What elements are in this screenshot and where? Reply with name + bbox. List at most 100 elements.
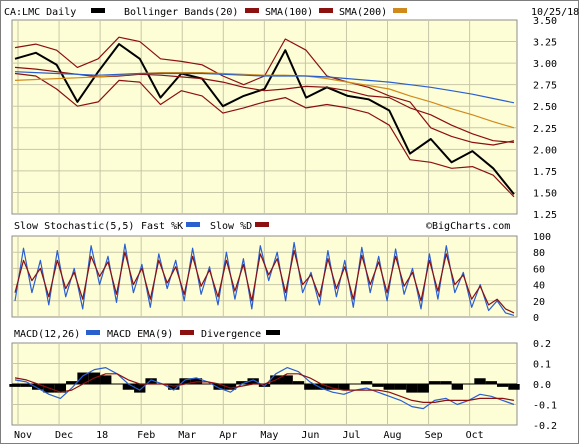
series-1-slow-d: [14, 250, 515, 314]
divergence-bar-15: [179, 378, 191, 384]
grid-lines: [12, 20, 517, 425]
divergence-bar-0: [9, 384, 21, 387]
divergence-bar-19: [224, 384, 237, 390]
macd-ema-label: MACD EMA(9): [107, 329, 173, 340]
y-tick-labels: 3.50 3.25 3.00 2.75 2.50 2.25 2.00 1.75 1.50 1.25…: [533, 16, 557, 432]
legend-sma200-label: SMA(200): [339, 7, 387, 18]
divergence-bar-16: [190, 378, 203, 384]
price-series-group: [14, 36, 515, 198]
x-tick-label-Dec: Dec: [55, 430, 73, 441]
price-swatch: [91, 8, 105, 13]
divergence-swatch: [266, 330, 280, 335]
divergence-bar-36: [417, 384, 429, 393]
x-tick-label-May: May: [260, 430, 278, 441]
macd-swatch: [86, 330, 100, 335]
x-tick-label-Sep: Sep: [425, 430, 443, 441]
series-2-macd-ema-9-: [14, 373, 515, 403]
divergence-bar-27: [315, 384, 327, 390]
divergence-bar-29: [338, 384, 350, 390]
divergence-bar-43: [496, 384, 509, 387]
y-tick-label-0-3: 2.75: [533, 81, 557, 92]
divergence-bar-34: [394, 384, 407, 390]
divergence-bar-21: [247, 378, 259, 384]
bollinger-swatch: [245, 8, 259, 13]
stochastic-title: Slow Stochastic(5,5): [14, 221, 134, 232]
divergence-bar-42: [485, 381, 497, 384]
y-tick-label-2-4: -0.2: [533, 421, 557, 432]
divergence-bar-33: [383, 384, 395, 390]
x-tick-label-Nov: Nov: [14, 430, 32, 441]
x-tick-label-Oct: Oct: [466, 430, 484, 441]
series-2-macd: [14, 367, 515, 410]
macd-series-group: [9, 367, 520, 410]
slowd-swatch: [255, 222, 269, 227]
stochastic-slowd-label: Slow %D: [210, 221, 252, 232]
symbol-label: CA:LMC Daily: [4, 7, 76, 18]
y-tick-label-1-0: 100: [533, 232, 551, 243]
x-tick-label-Jul: Jul: [342, 430, 360, 441]
y-tick-label-2-0: 0.2: [533, 339, 551, 350]
divergence-bar-38: [440, 381, 452, 384]
divergence-bar-5: [66, 381, 78, 384]
y-tick-label-1-5: 0: [533, 313, 539, 324]
sma200-swatch: [393, 8, 407, 13]
y-tick-label-0-8: 1.50: [533, 188, 557, 199]
chart-date: 10/25/18: [531, 7, 579, 18]
fastk-swatch: [186, 222, 200, 227]
y-tick-label-0-9: 1.25: [533, 210, 557, 221]
y-tick-label-1-4: 20: [533, 297, 545, 308]
y-tick-label-0-5: 2.25: [533, 124, 557, 135]
divergence-bar-6: [77, 372, 89, 384]
y-tick-label-0-6: 2.00: [533, 145, 557, 156]
divergence-bar-24: [281, 375, 293, 384]
divergence-bar-1: [20, 384, 33, 387]
divergence-bar-37: [428, 381, 441, 384]
series-0-price: [14, 43, 515, 195]
x-tick-label-Feb: Feb: [137, 430, 155, 441]
stochastic-fastk-label: Fast %K: [141, 221, 183, 232]
y-tick-label-0-4: 2.50: [533, 102, 557, 113]
legend-bollinger-label: Bollinger Bands(20): [124, 7, 238, 18]
divergence-bar-26: [304, 384, 316, 390]
y-tick-label-2-3: -0.1: [533, 401, 557, 412]
y-tick-label-2-1: 0.1: [533, 360, 551, 371]
divergence-bar-20: [236, 381, 248, 384]
x-tick-label-Aug: Aug: [384, 430, 402, 441]
x-tick-label-Apr: Apr: [219, 430, 237, 441]
x-tick-label-18: 18: [96, 430, 108, 441]
legend-sma100-label: SMA(100): [265, 7, 313, 18]
divergence-bar-35: [406, 384, 418, 393]
x-tick-labels: Nov Dec 18 Feb Mar Apr May Jun Jul Aug Sep Oct: [14, 430, 484, 441]
y-tick-label-0-2: 3.00: [533, 59, 557, 70]
divergence-label: Divergence: [201, 329, 261, 340]
series-0-blue: [14, 71, 515, 104]
y-tick-label-2-2: 0.0: [533, 380, 551, 391]
series-0-bollinger-bands-20-lower: [14, 72, 515, 198]
y-tick-label-0-7: 1.75: [533, 167, 557, 178]
divergence-bar-4: [54, 384, 67, 393]
watermark: ©BigCharts.com: [426, 221, 510, 232]
x-tick-label-Jun: Jun: [301, 430, 319, 441]
divergence-bar-44: [508, 384, 520, 390]
divergence-bar-39: [451, 384, 463, 390]
divergence-bar-18: [213, 384, 225, 390]
divergence-bar-10: [122, 384, 135, 390]
y-tick-label-0-1: 3.25: [533, 38, 557, 49]
series-0-sma-200-: [14, 71, 515, 129]
macd-ema-swatch: [180, 330, 194, 335]
divergence-bar-2: [32, 384, 44, 390]
macd-title: MACD(12,26): [14, 329, 80, 340]
divergence-bar-32: [372, 384, 384, 387]
x-tick-label-Mar: Mar: [178, 430, 196, 441]
divergence-bar-8: [100, 375, 112, 384]
y-tick-label-1-1: 80: [533, 248, 545, 259]
divergence-bar-41: [474, 378, 486, 384]
y-tick-label-1-2: 60: [533, 264, 545, 275]
y-tick-label-1-3: 40: [533, 281, 545, 292]
stochastic-series-group: [14, 241, 515, 316]
divergence-bar-25: [292, 381, 305, 384]
divergence-bar-31: [360, 381, 373, 384]
divergence-bar-11: [134, 384, 146, 393]
divergence-bar-28: [326, 384, 339, 390]
